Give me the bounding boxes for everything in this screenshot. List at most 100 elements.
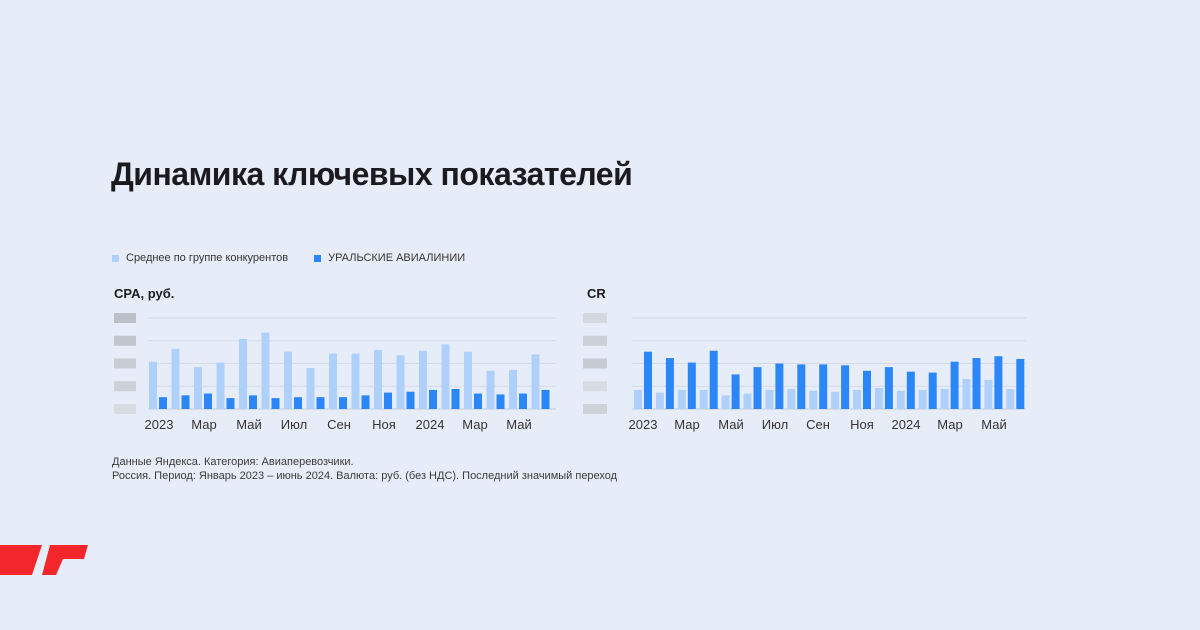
bar-competitors: [918, 389, 927, 409]
bar-competitors: [699, 389, 708, 409]
footnote: Данные Яндекса. Категория: Авиаперевозчи…: [112, 455, 617, 483]
bar-brand: [316, 397, 325, 409]
bar-brand: [819, 364, 828, 409]
bar-competitors: [509, 369, 517, 409]
bar-brand: [339, 397, 347, 409]
cpa-chart: 2023 Мар Май Июл Сен Ноя 2024 Мар Май: [114, 313, 556, 432]
bar-brand: [226, 398, 235, 409]
y-tick-label-obscured: [583, 313, 607, 323]
bar-brand: [797, 364, 806, 409]
bar-brand: [429, 389, 437, 409]
bar-brand: [406, 391, 415, 409]
bar-brand: [644, 351, 652, 409]
bar-competitors: [374, 349, 382, 409]
bar-brand: [906, 371, 915, 409]
x-tick-label: 2024: [892, 417, 921, 432]
bar-brand: [541, 389, 550, 409]
bar-competitors: [962, 378, 971, 409]
bar-competitors: [531, 354, 540, 409]
bar-brand: [519, 393, 527, 409]
y-tick-label-obscured: [114, 313, 136, 323]
bar-competitors: [329, 353, 337, 409]
legend-item-competitors: Среднее по группе конкурентов: [112, 252, 288, 264]
bar-competitors: [721, 395, 730, 409]
bar-brand: [863, 370, 871, 409]
x-tick-label: Сен: [806, 417, 830, 432]
page-title: Динамика ключевых показателей: [111, 156, 633, 192]
bar-competitors: [1006, 388, 1015, 409]
bar-brand: [709, 350, 718, 409]
bar-brand: [181, 395, 190, 409]
bar-competitors: [984, 379, 993, 409]
x-tick-label: Мар: [191, 417, 216, 432]
bar-brand: [384, 392, 392, 409]
x-tick-label: Сен: [327, 417, 351, 432]
cpa-chart-title: CPA, руб.: [114, 286, 175, 301]
bar-competitors: [441, 344, 450, 409]
legend-label-brand: УРАЛЬСКИЕ АВИАЛИНИИ: [328, 252, 466, 264]
y-tick-label-obscured: [583, 358, 607, 369]
bar-competitors: [486, 370, 495, 409]
x-tick-label: Июл: [281, 417, 307, 432]
bar-competitors: [896, 390, 905, 409]
bar-competitors: [306, 368, 315, 409]
bar-competitors: [149, 361, 157, 409]
bar-competitors: [464, 351, 472, 409]
bar-brand: [884, 367, 893, 409]
bar-brand: [950, 361, 959, 409]
footnote-line-2: Россия. Период: Январь 2023 – июнь 2024.…: [112, 470, 618, 482]
bar-competitors: [787, 388, 796, 409]
yandex-red-stripe-logo: [0, 545, 88, 575]
bar-brand: [496, 394, 505, 409]
bar-brand: [994, 356, 1003, 409]
y-tick-label-obscured: [114, 335, 136, 346]
x-tick-label: Май: [718, 417, 743, 432]
x-tick-label: Ноя: [372, 417, 396, 432]
bar-competitors: [634, 389, 642, 409]
bar-brand: [271, 398, 280, 409]
x-tick-label: Июл: [762, 417, 788, 432]
x-tick-label: 2023: [145, 417, 174, 432]
bar-competitors: [809, 390, 818, 409]
footnote-line-1: Данные Яндекса. Категория: Авиаперевозчи…: [112, 456, 354, 468]
bar-brand: [731, 374, 740, 409]
bar-brand: [841, 365, 850, 409]
bar-competitors: [940, 388, 949, 409]
cr-chart-title: CR: [587, 286, 606, 301]
legend-item-brand: УРАЛЬСКИЕ АВИАЛИНИИ: [314, 252, 465, 264]
bar-competitors: [171, 348, 180, 409]
legend: Среднее по группе конкурентов УРАЛЬСКИЕ …: [112, 252, 465, 264]
y-tick-label-obscured: [583, 335, 607, 346]
bar-brand: [361, 395, 370, 409]
bar-competitors: [216, 362, 225, 409]
bar-brand: [665, 358, 674, 409]
y-tick-label-obscured: [114, 358, 136, 369]
bar-competitors: [351, 353, 360, 409]
x-tick-label: Ноя: [850, 417, 874, 432]
bar-brand: [474, 393, 482, 409]
bar-brand: [1016, 358, 1025, 409]
bar-competitors: [284, 351, 292, 409]
bar-competitors: [655, 392, 664, 409]
bar-competitors: [396, 355, 405, 409]
x-tick-label: 2024: [416, 417, 445, 432]
bar-brand: [687, 362, 696, 409]
bar-competitors: [419, 350, 427, 409]
bar-competitors: [239, 338, 247, 409]
bar-brand: [928, 372, 937, 409]
bar-competitors: [743, 393, 752, 409]
bar-brand: [249, 395, 257, 409]
legend-swatch-competitors: [112, 254, 119, 262]
cr-chart: 2023 Мар Май Июл Сен Ноя 2024 Мар Май: [583, 313, 1026, 432]
y-tick-label-obscured: [114, 381, 136, 392]
bar-brand: [451, 388, 460, 409]
x-tick-label: Мар: [937, 417, 962, 432]
x-tick-label: Мар: [674, 417, 699, 432]
x-tick-label: Май: [506, 417, 531, 432]
bar-competitors: [874, 388, 883, 409]
x-tick-label: 2023: [629, 417, 658, 432]
bar-brand: [972, 358, 981, 409]
y-tick-label-obscured: [583, 381, 607, 392]
bar-competitors: [831, 391, 840, 409]
x-tick-label: Май: [236, 417, 261, 432]
